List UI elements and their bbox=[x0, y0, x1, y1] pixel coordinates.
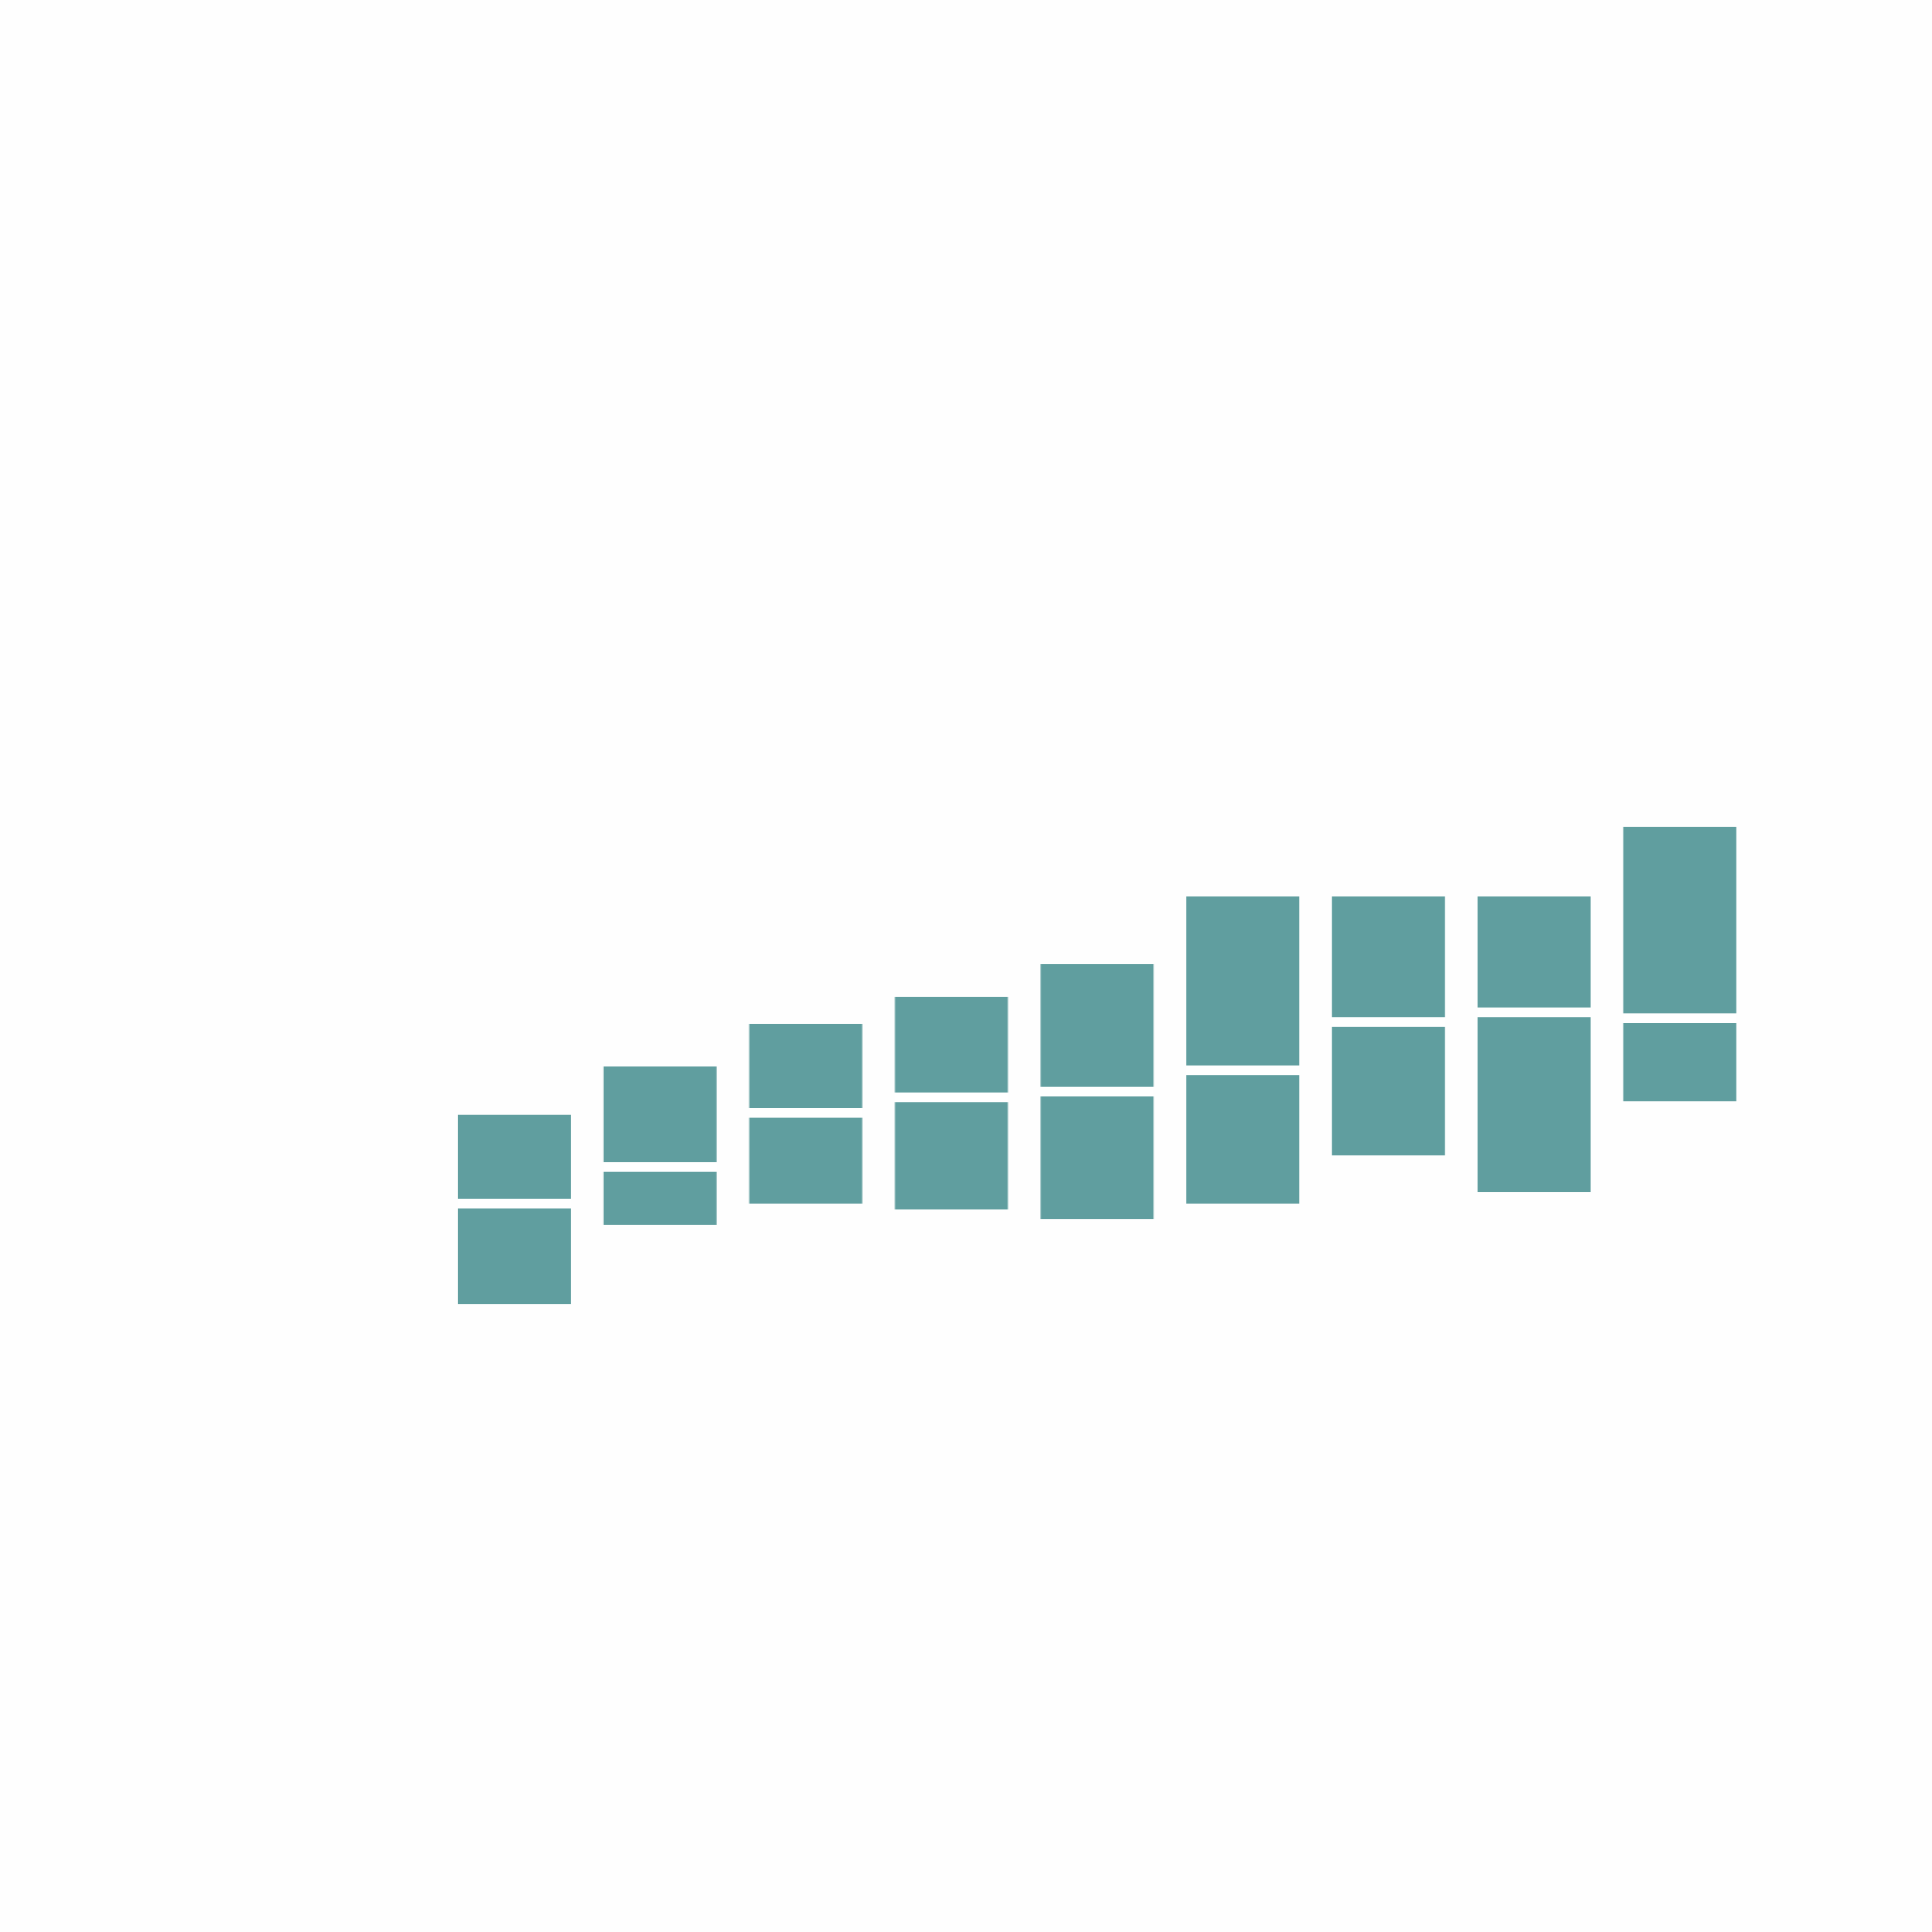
box-8 bbox=[1477, 896, 1591, 1192]
box-6 bbox=[1186, 896, 1299, 1204]
box-lower-quartile bbox=[1331, 1027, 1445, 1155]
box-lower-quartile bbox=[603, 1172, 717, 1225]
box-upper-quartile bbox=[895, 997, 1009, 1093]
box-lower-quartile bbox=[895, 1102, 1009, 1209]
box-1 bbox=[458, 1115, 571, 1304]
box-upper-quartile bbox=[749, 1024, 863, 1108]
box-7 bbox=[1331, 896, 1445, 1155]
box-upper-quartile bbox=[603, 1066, 717, 1162]
box-lower-quartile bbox=[458, 1208, 571, 1304]
box-upper-quartile bbox=[1623, 827, 1737, 1013]
box-lower-quartile bbox=[1186, 1075, 1299, 1204]
box-lower-quartile bbox=[749, 1118, 863, 1204]
box-lower-quartile bbox=[1040, 1096, 1154, 1219]
box-3 bbox=[749, 1024, 863, 1204]
box-5 bbox=[1040, 964, 1154, 1219]
box-upper-quartile bbox=[1040, 964, 1154, 1087]
box-upper-quartile bbox=[458, 1115, 571, 1199]
box-upper-quartile bbox=[1477, 896, 1591, 1008]
box-lower-quartile bbox=[1623, 1023, 1737, 1101]
box-9 bbox=[1623, 827, 1737, 1101]
box-lower-quartile bbox=[1477, 1017, 1591, 1192]
box-4 bbox=[895, 997, 1009, 1209]
box-upper-quartile bbox=[1331, 896, 1445, 1017]
box-2 bbox=[603, 1066, 717, 1225]
box-upper-quartile bbox=[1186, 896, 1299, 1065]
